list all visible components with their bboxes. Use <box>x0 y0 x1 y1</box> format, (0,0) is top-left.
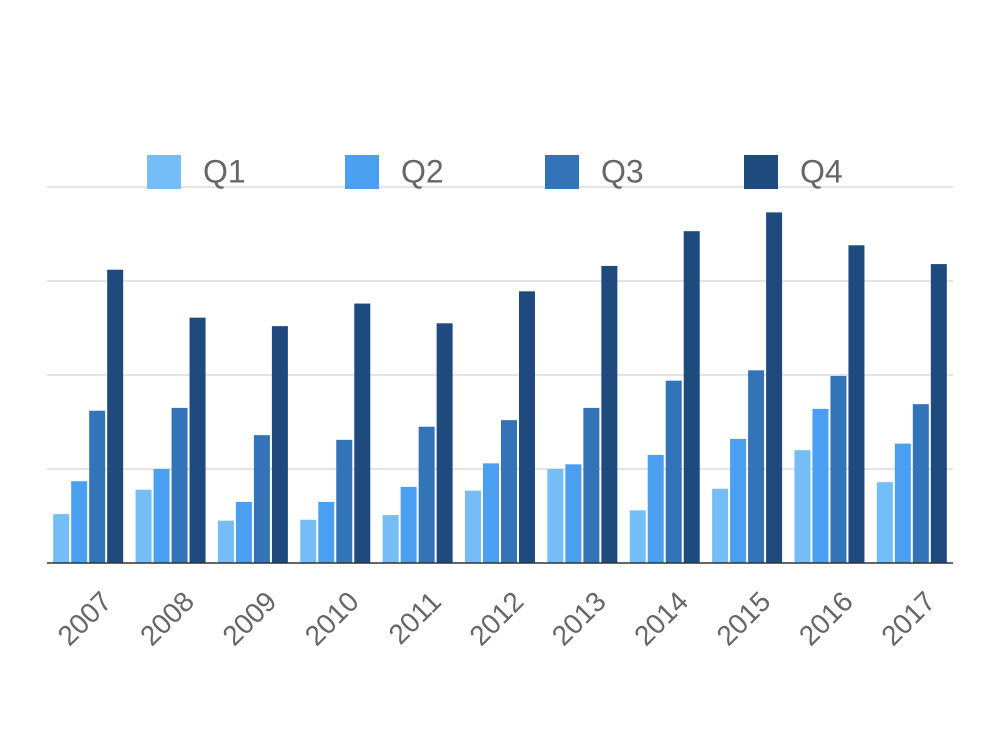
x-tick-label: 2011 <box>383 586 448 651</box>
bar <box>930 264 947 563</box>
bar <box>601 265 618 563</box>
bar <box>629 510 646 563</box>
legend-label: Q1 <box>203 153 246 189</box>
bar <box>483 463 499 563</box>
bar <box>354 303 371 563</box>
bar <box>300 519 317 563</box>
legend-swatch <box>147 155 181 189</box>
x-tick-label: 2009 <box>216 586 282 652</box>
bar <box>465 490 481 563</box>
bar <box>665 380 682 563</box>
bar <box>89 410 106 563</box>
legend-swatch <box>744 155 778 189</box>
bar <box>235 501 252 563</box>
bar <box>253 435 270 563</box>
bar <box>647 454 664 563</box>
bar <box>418 426 435 563</box>
bar <box>848 245 865 563</box>
x-tick-label: 2017 <box>875 586 941 652</box>
legend-swatch <box>345 155 379 189</box>
bar <box>730 438 747 563</box>
x-tick-label: 2016 <box>793 586 859 652</box>
bar <box>812 408 829 563</box>
bar <box>382 515 399 563</box>
x-tick-label: 2008 <box>134 586 200 652</box>
bar <box>189 317 206 563</box>
bar <box>400 486 417 563</box>
bar <box>135 489 152 563</box>
bar <box>912 404 929 563</box>
bar <box>107 269 124 563</box>
bar <box>683 231 700 563</box>
bar <box>583 407 600 563</box>
bar <box>519 291 535 563</box>
bar <box>794 450 811 563</box>
bar <box>336 439 353 563</box>
x-tick-label: 2013 <box>546 586 612 652</box>
legend-label: Q4 <box>800 153 843 189</box>
bar <box>271 326 288 563</box>
bar <box>894 443 911 563</box>
bar <box>547 469 564 563</box>
legend-label: Q3 <box>601 153 644 189</box>
x-tick-label: 2012 <box>463 586 529 652</box>
bar <box>565 464 582 563</box>
bar <box>501 420 517 563</box>
x-tick-label: 2007 <box>52 586 118 652</box>
x-tick-label: 2010 <box>299 586 365 652</box>
bar <box>171 407 188 563</box>
bar <box>436 323 453 563</box>
bar <box>71 481 88 563</box>
legend-label: Q2 <box>401 153 444 189</box>
bar <box>748 370 765 563</box>
bar <box>830 375 847 563</box>
bar <box>766 212 783 563</box>
bar <box>876 482 893 563</box>
x-tick-label: 2015 <box>711 586 777 652</box>
legend-swatch <box>545 155 579 189</box>
bar <box>318 501 335 563</box>
bar <box>53 514 70 563</box>
bar <box>712 488 729 563</box>
bar <box>153 469 170 563</box>
x-tick-label: 2014 <box>628 586 694 652</box>
bar <box>217 520 234 563</box>
